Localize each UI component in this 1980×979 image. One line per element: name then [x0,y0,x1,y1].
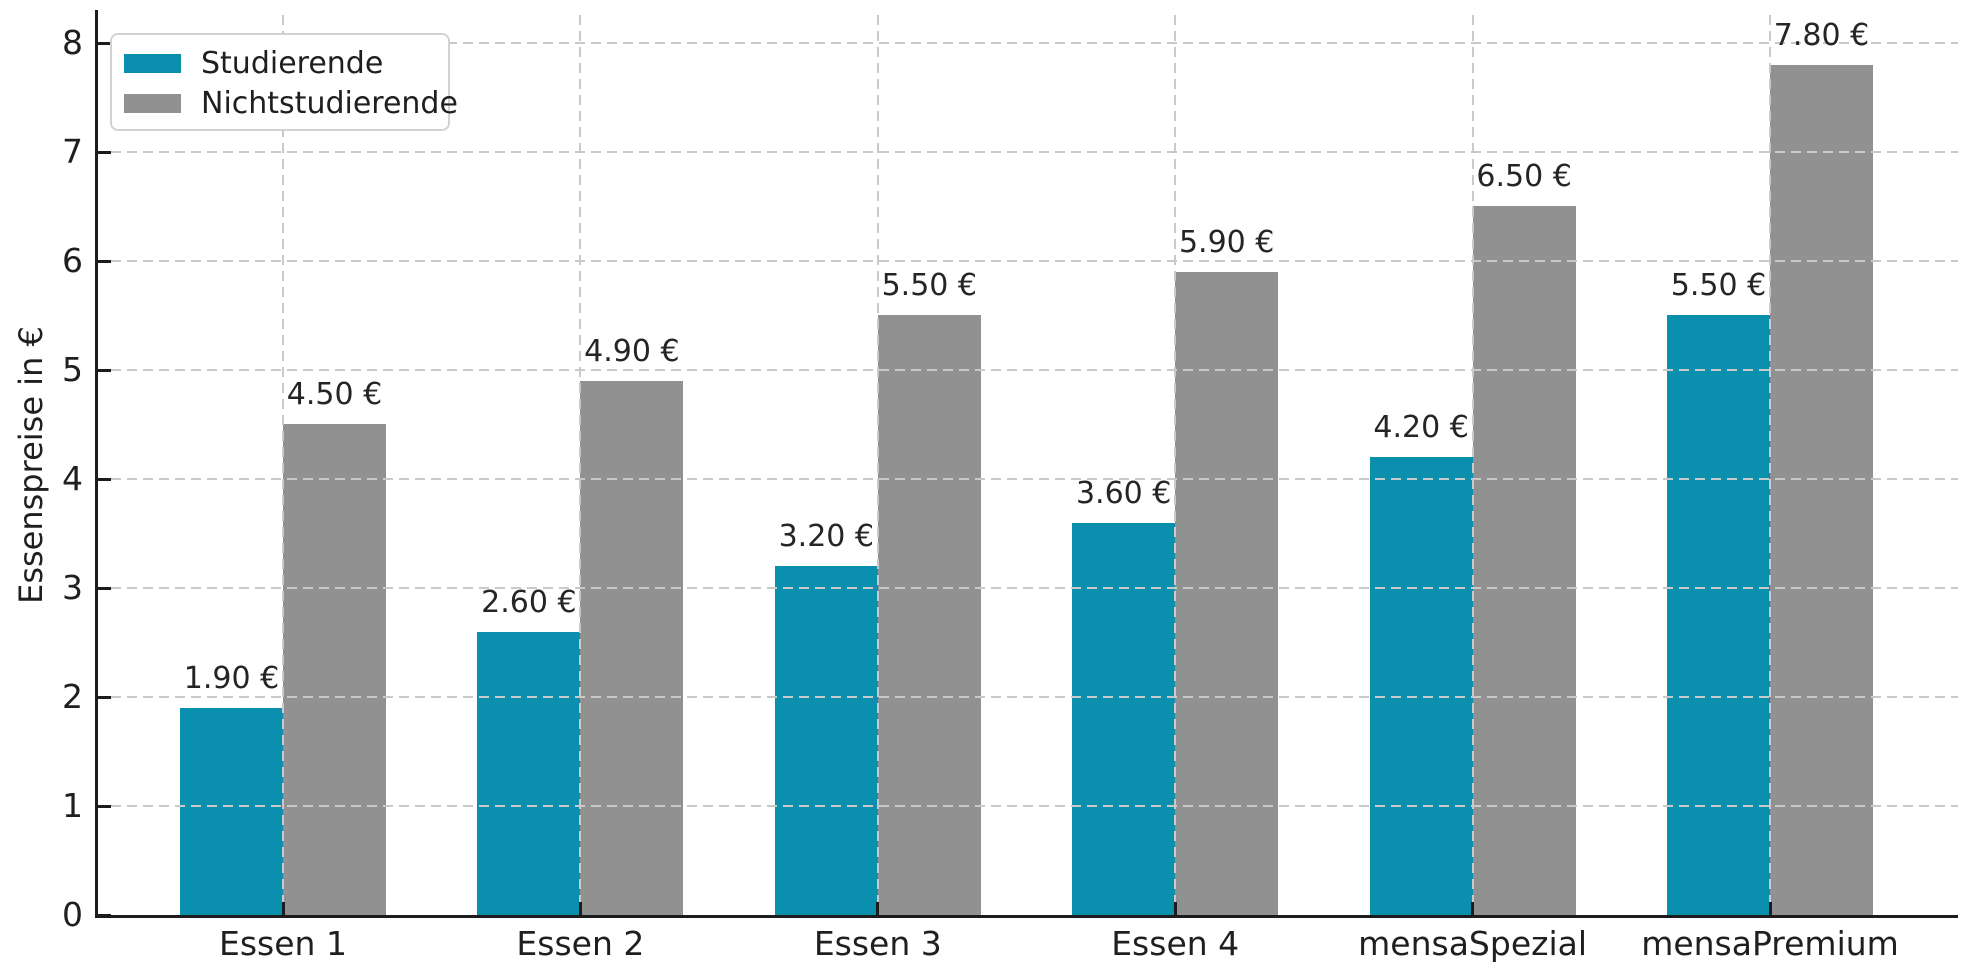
h-gridline [95,696,1958,698]
v-gridline [1471,15,1474,915]
bar-nichtstudierende-essen-1 [283,424,386,915]
y-tick-mark [98,150,111,154]
bar-studierende-essen-4 [1072,523,1176,915]
legend-swatch-nichtstudierende [124,93,181,113]
v-gridline [1174,15,1177,915]
legend-entry-nichtstudierende: Nichtstudierende [112,83,458,123]
bar-studierende-mensapremium [1667,315,1770,915]
y-tick-label: 7 [62,132,83,171]
x-tick-label-essen-2: Essen 2 [516,924,645,963]
x-tick-label-mensaspezial: mensaSpezial [1358,924,1588,963]
value-label-nichtstudierende-mensapremium: 7.80 € [1773,18,1870,53]
x-tick-mark [876,902,880,915]
value-label-studierende-essen-3: 3.20 € [778,519,874,554]
v-gridline [282,15,284,915]
x-tick-mark [578,902,582,915]
value-label-nichtstudierende-essen-3: 5.50 € [881,268,977,303]
bar-nichtstudierende-essen-2 [580,381,684,915]
bar-studierende-essen-3 [774,566,878,915]
v-gridline [876,15,879,915]
value-label-studierende-essen-4: 3.60 € [1075,476,1172,511]
y-tick-label: 4 [62,459,83,498]
y-tick-label: 6 [62,241,83,280]
bar-studierende-essen-2 [477,632,581,915]
value-label-studierende-mensapremium: 5.50 € [1670,268,1767,303]
bar-nichtstudierende-mensapremium [1770,65,1873,915]
h-gridline [95,151,1958,153]
x-tick-label-essen-3: Essen 3 [813,924,942,963]
bar-studierende-mensaspezial [1369,457,1473,915]
h-gridline [95,260,1958,262]
x-tick-label-mensapremium: mensaPremium [1641,924,1899,963]
h-gridline [95,478,1958,480]
y-tick-label: 8 [62,23,83,62]
v-gridline [1769,15,1771,915]
bar-nichtstudierende-essen-4 [1175,272,1279,915]
x-tick-mark [1768,902,1772,915]
value-label-nichtstudierende-mensaspezial: 6.50 € [1476,159,1572,194]
value-label-studierende-essen-1: 1.90 € [183,661,280,696]
y-tick-mark [98,368,111,372]
legend-swatch-studierende [124,53,181,73]
legend-label-nichtstudierende: Nichtstudierende [201,85,458,121]
y-tick-mark [98,41,111,45]
legend: Studierende Nichtstudierende [110,33,458,131]
y-tick-label: 3 [62,568,83,607]
h-gridline [95,369,1958,371]
y-tick-mark [98,586,111,590]
v-gridline [579,15,582,915]
y-tick-mark [98,695,111,699]
x-tick-label-essen-4: Essen 4 [1111,924,1240,963]
bar-nichtstudierende-mensaspezial [1472,206,1576,915]
y-tick-mark [98,804,111,808]
y-tick-label: 0 [62,895,83,934]
value-label-studierende-mensaspezial: 4.20 € [1373,410,1469,445]
h-gridline [95,805,1958,807]
h-gridline [95,42,1958,44]
value-label-nichtstudierende-essen-2: 4.90 € [584,334,680,369]
x-axis-spine [95,915,1958,918]
y-tick-mark [98,259,111,263]
x-tick-mark [1471,902,1475,915]
h-gridline [95,587,1958,589]
bar-nichtstudierende-essen-3 [877,315,981,915]
y-tick-label: 2 [62,677,83,716]
y-tick-mark [98,477,111,481]
x-tick-mark [281,902,285,915]
legend-entry-studierende: Studierende [112,43,448,83]
x-tick-mark [1173,902,1177,915]
value-label-studierende-essen-2: 2.60 € [481,585,577,620]
y-axis-spine [95,10,98,918]
value-label-nichtstudierende-essen-4: 5.90 € [1178,225,1275,260]
x-tick-label-essen-1: Essen 1 [219,924,347,963]
value-label-nichtstudierende-essen-1: 4.50 € [286,377,383,412]
y-tick-label: 5 [62,350,83,389]
legend-label-studierende: Studierende [201,45,384,81]
bar-studierende-essen-1 [180,708,283,915]
y-tick-label: 1 [62,786,83,825]
